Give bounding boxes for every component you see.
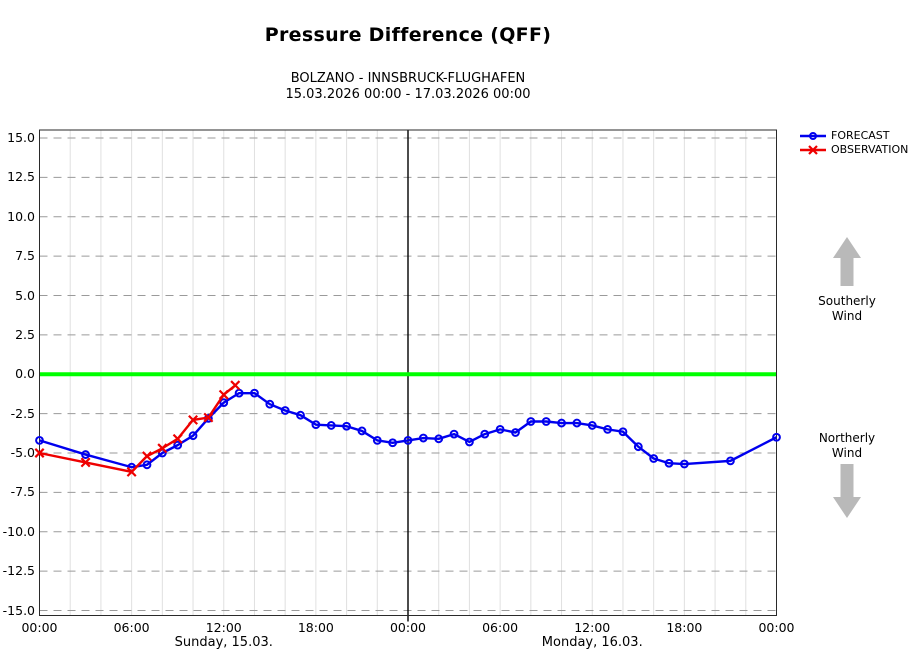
southerly-wind-up-arrow-icon	[833, 237, 861, 286]
y-tick-label: -5.0	[10, 445, 35, 460]
forecast-marker-icon	[388, 438, 398, 448]
y-tick-label: -7.5	[10, 484, 35, 500]
legend-item-forecast: FORECAST	[799, 129, 908, 142]
y-tick-label: -2.5	[10, 405, 35, 421]
x-tick-label: 06:00	[482, 619, 519, 635]
forecast-marker-icon	[449, 429, 459, 439]
x-tick-label: 00:00	[389, 619, 427, 635]
forecast-line	[39, 391, 778, 469]
y-tick-label: 0.0	[15, 366, 35, 382]
subtitle-station-pair: BOLZANO - INNSBRUCK-FLUGHAFEN	[290, 71, 526, 86]
forecast-marker-icon	[81, 450, 90, 459]
observation-marker-icon	[172, 433, 183, 444]
northerly-wind-label: Northerly Wind	[818, 431, 876, 460]
observation-marker-icon	[230, 380, 241, 391]
observation-marker-icon	[126, 466, 137, 477]
observation-marker-icon	[34, 448, 45, 458]
forecast-marker-icon	[311, 420, 321, 430]
forecast-marker-icon	[219, 398, 229, 408]
forecast-marker-icon	[495, 424, 505, 434]
legend-x-marker-icon	[800, 144, 826, 155]
observation-marker-icon	[188, 414, 199, 425]
y-tick-label: 15.0	[7, 130, 35, 145]
x-tick-label: 18:00	[666, 619, 703, 635]
forecast-marker-icon	[280, 406, 290, 415]
x-tick-label: 12:00	[574, 619, 611, 635]
forecast-marker-icon	[541, 417, 551, 426]
forecast-marker-icon	[326, 421, 336, 430]
forecast-marker-icon	[772, 432, 781, 442]
observation-marker-icon	[157, 443, 168, 454]
forecast-marker-icon	[603, 424, 613, 434]
forecast-marker-icon	[342, 421, 351, 431]
x-tick-label: 12:00	[205, 619, 242, 635]
forecast-marker-icon	[480, 429, 490, 439]
forecast-marker-icon	[726, 456, 735, 466]
y-tick-label: 2.5	[15, 326, 35, 342]
southerly-wind-label: Southerly Wind	[818, 294, 876, 323]
forecast-marker-icon	[434, 434, 444, 444]
forecast-marker-icon	[188, 431, 198, 441]
forecast-marker-icon	[557, 418, 566, 428]
forecast-marker-icon	[679, 459, 689, 469]
observation-marker-icon	[218, 389, 229, 400]
y-tick-label: -15.0	[2, 602, 35, 618]
forecast-marker-icon	[465, 437, 474, 447]
observation-line	[39, 384, 237, 474]
observation-marker-icon	[142, 451, 152, 462]
x-tick-label: 00:00	[21, 619, 58, 635]
chart-subtitle: BOLZANO - INNSBRUCK-FLUGHAFEN 15.03.2026…	[0, 71, 816, 103]
forecast-marker-icon	[265, 399, 275, 409]
forecast-marker-icon	[142, 460, 152, 470]
y-tick-label: 7.5	[15, 248, 35, 264]
forecast-marker-icon	[372, 436, 382, 445]
x-tick-label: 06:00	[113, 619, 150, 635]
forecast-marker-icon	[418, 433, 428, 443]
forecast-marker-icon	[511, 428, 520, 437]
forecast-marker-icon	[296, 410, 305, 420]
legend-item-observation: OBSERVATION	[799, 143, 908, 156]
subtitle-period: 15.03.2026 00:00 - 17.03.2026 00:00	[285, 87, 531, 102]
y-tick-label: 10.0	[7, 208, 35, 224]
forecast-marker-icon	[664, 458, 674, 468]
legend-circle-marker-icon	[800, 131, 826, 140]
forecast-marker-icon	[649, 454, 659, 463]
legend-label: OBSERVATION	[831, 143, 909, 156]
northerly-wind-down-arrow-icon	[833, 464, 861, 518]
forecast-marker-icon	[526, 417, 536, 426]
x-tick-label: 00:00	[758, 619, 795, 635]
observation-marker-icon	[203, 412, 214, 423]
observation-marker-icon	[80, 457, 91, 468]
day-label: Sunday, 15.03.	[174, 634, 273, 650]
forecast-marker-icon	[618, 427, 628, 437]
forecast-marker-icon	[633, 442, 643, 452]
forecast-marker-icon	[35, 436, 44, 445]
forecast-marker-icon	[357, 426, 367, 436]
page-title: Pressure Difference (QFF)	[264, 24, 552, 46]
x-tick-label: 18:00	[297, 619, 334, 635]
forecast-marker-icon	[173, 440, 183, 450]
y-tick-label: -10.0	[2, 523, 35, 539]
y-tick-label: -12.5	[2, 563, 35, 579]
forecast-marker-icon	[250, 388, 259, 398]
forecast-marker-icon	[587, 421, 597, 430]
forecast-marker-icon	[403, 436, 413, 445]
legend-label: FORECAST	[831, 129, 890, 142]
y-tick-label: 12.5	[7, 169, 35, 185]
chart-legend: FORECAST OBSERVATION	[799, 129, 908, 156]
plot-border	[39, 129, 777, 616]
y-tick-label: 5.0	[15, 287, 35, 303]
day-label: Monday, 16.03.	[541, 634, 643, 650]
forecast-marker-icon	[572, 418, 582, 428]
